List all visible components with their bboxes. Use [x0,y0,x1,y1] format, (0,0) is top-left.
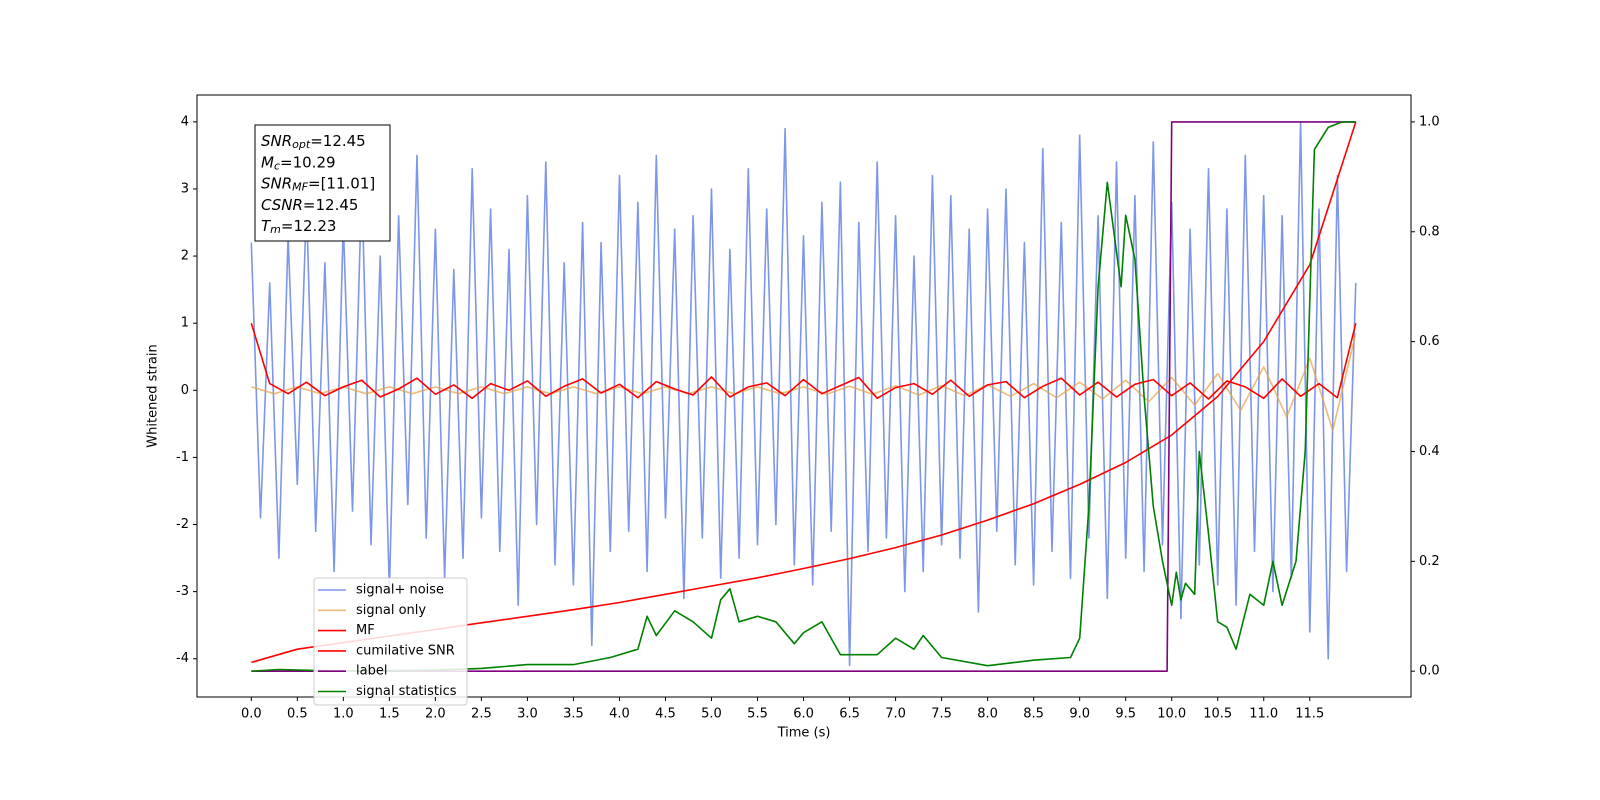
x-tick-label: 3.0 [517,707,538,722]
x-tick-label: 7.5 [931,707,952,722]
y-tick-label: 2 [181,249,189,264]
x-tick-label: 2.5 [471,707,492,722]
y-axis-label: Whitened strain [146,344,161,447]
x-tick-label: 9.0 [1069,707,1090,722]
legend-label: signal statistics [356,684,457,699]
series-line [250,322,1357,400]
x-tick-label: 1.0 [333,707,354,722]
y-tick-label: -3 [176,584,189,599]
x-tick-label: 1.5 [379,707,400,722]
x-tick-label: 0.5 [287,707,308,722]
x-tick-label: 10.0 [1157,707,1186,722]
legend [313,577,468,706]
x-tick-label: 5.0 [701,707,722,722]
series-line [251,121,1356,672]
y2-tick-label: 0.2 [1419,554,1440,569]
legend-label: label [356,664,387,679]
y-tick-label: 4 [181,114,189,129]
annotation-symbol: M [261,153,274,171]
annotation-line: Mc=10.29 [261,153,336,173]
annotation-value: =12.45 [310,132,366,150]
legend-label: cumilative SNR [356,643,455,658]
y-tick-label: -2 [176,517,189,532]
annotation-symbol: CSNR [261,195,303,213]
x-tick-label: 8.0 [977,707,998,722]
annotation-value: =[11.01] [308,174,375,192]
y-tick-label: -1 [176,450,189,465]
y2-tick-label: 1.0 [1419,114,1440,129]
y-tick-label: 0 [181,383,189,398]
x-tick-label: 11.0 [1249,707,1278,722]
annotation-subscript: opt [292,138,311,151]
annotation-subscript: m [270,223,281,236]
annotation-value: =12.23 [281,217,337,235]
x-tick-label: 3.5 [563,707,584,722]
x-tick-label: 6.5 [839,707,860,722]
x-tick-label: 8.5 [1023,707,1044,722]
y2-tick-label: 0.0 [1419,664,1440,679]
legend-label: signal+ noise [356,583,444,598]
x-tick-label: 10.5 [1203,707,1232,722]
y-tick-label: 3 [181,181,189,196]
annotation-line: Tm=12.23 [261,217,336,237]
annotation-symbol: T [261,217,272,235]
y-tick-label: 1 [181,316,189,331]
y-tick-label: -4 [176,651,189,666]
x-axis-label: Time (s) [777,726,831,741]
x-tick-label: 0.0 [241,707,262,722]
x-tick-label: 11.5 [1295,707,1324,722]
annotation-value: =10.29 [280,153,336,171]
series-line [251,121,1356,672]
x-tick-label: 5.5 [747,707,768,722]
x-tick-label: 6.0 [793,707,814,722]
annotation-line: CSNR=12.45 [261,195,358,213]
annotation-symbol: SNR [261,174,292,192]
x-tick-label: 2.0 [425,707,446,722]
x-tick-label: 7.0 [885,707,906,722]
annotation-box [254,124,391,242]
x-tick-label: 4.5 [655,707,676,722]
annotation-value: =12.45 [303,195,359,213]
series-line [251,333,1357,432]
y2-tick-label: 0.4 [1419,444,1440,459]
annotation-line: SNRMF=[11.01] [261,174,375,194]
annotation-subscript: MF [292,181,308,194]
y2-tick-label: 0.8 [1419,224,1440,239]
x-tick-label: 4.0 [609,707,630,722]
y2-tick-label: 0.6 [1419,334,1440,349]
legend-label: signal only [356,603,426,618]
x-tick-label: 9.5 [1115,707,1136,722]
annotation-subscript: c [274,159,280,172]
annotation-symbol: SNR [261,132,292,150]
legend-label: MF [356,623,375,638]
annotation-line: SNRopt=12.45 [261,132,366,152]
